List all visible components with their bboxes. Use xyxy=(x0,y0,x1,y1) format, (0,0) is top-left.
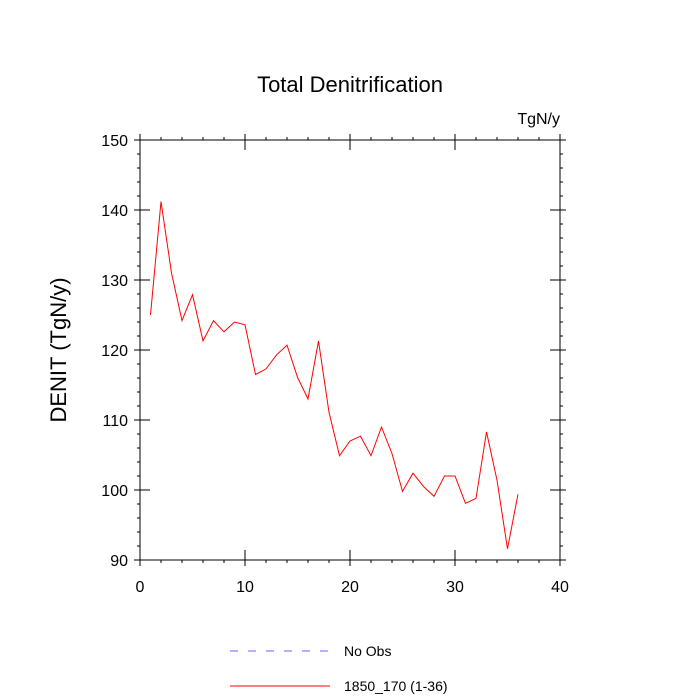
legend: No Obs 1850_170 (1-36) xyxy=(230,643,448,694)
legend-label: No Obs xyxy=(344,643,391,659)
chart-title: Total Denitrification xyxy=(257,72,443,97)
legend-label: 1850_170 (1-36) xyxy=(344,678,448,694)
y-tick-label: 110 xyxy=(102,413,128,430)
y-tick-label: 140 xyxy=(101,203,128,220)
y-tick-label: 130 xyxy=(101,273,128,290)
y-axis-label: DENIT (TgN/y) xyxy=(46,277,71,422)
plot-axes: 0 10 20 30 40 90 100 110 120 130 140 150 xyxy=(101,133,569,596)
series-line xyxy=(150,201,519,549)
x-tick-label: 0 xyxy=(136,579,145,596)
x-tick-label: 40 xyxy=(551,579,569,596)
x-tick-label: 20 xyxy=(341,579,359,596)
units-label: TgN/y xyxy=(517,111,560,128)
plot-lines xyxy=(150,201,519,549)
y-tick-label: 150 xyxy=(101,133,128,150)
y-tick-label: 100 xyxy=(101,483,128,500)
x-tick-label: 10 xyxy=(236,579,254,596)
y-tick-label: 120 xyxy=(101,343,128,360)
plot-frame xyxy=(139,139,561,561)
y-tick-label: 90 xyxy=(110,553,128,570)
x-tick-label: 30 xyxy=(446,579,464,596)
